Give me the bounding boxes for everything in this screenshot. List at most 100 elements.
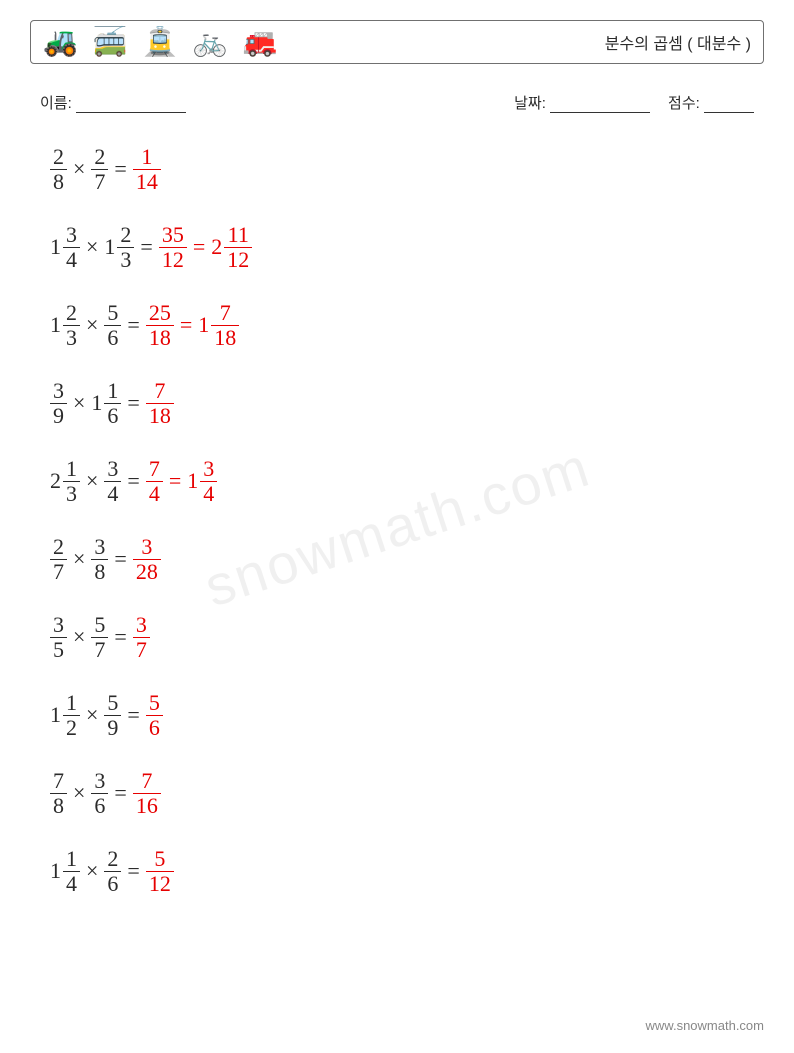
numerator: 1 bbox=[63, 692, 80, 715]
numerator: 3 bbox=[63, 224, 80, 247]
equals-sign: = bbox=[127, 858, 139, 884]
denominator: 7 bbox=[133, 637, 150, 661]
fraction: 57 bbox=[91, 614, 108, 661]
fraction-part: 59 bbox=[104, 692, 121, 739]
whole-part: 1 bbox=[50, 702, 61, 728]
fraction-part: 12 bbox=[63, 692, 80, 739]
numerator: 5 bbox=[104, 302, 121, 325]
numerator: 3 bbox=[104, 458, 121, 481]
fraction: 37 bbox=[133, 614, 150, 661]
denominator: 3 bbox=[117, 247, 134, 271]
fraction: 716 bbox=[133, 770, 161, 817]
denominator: 5 bbox=[50, 637, 67, 661]
fraction-part: 34 bbox=[200, 458, 217, 505]
fraction: 78 bbox=[50, 770, 67, 817]
fraction-part: 36 bbox=[91, 770, 108, 817]
whole-part: 1 bbox=[198, 312, 209, 338]
times-sign: × bbox=[86, 468, 98, 494]
fraction-part: 718 bbox=[146, 380, 174, 427]
numerator: 3 bbox=[50, 380, 67, 403]
numerator: 25 bbox=[146, 302, 174, 325]
fraction: 112 bbox=[50, 692, 80, 739]
fraction: 56 bbox=[146, 692, 163, 739]
fraction: 26 bbox=[104, 848, 121, 895]
fraction-part: 16 bbox=[104, 380, 121, 427]
numerator: 2 bbox=[91, 146, 108, 169]
numerator: 3 bbox=[200, 458, 217, 481]
fraction: 1718 bbox=[198, 302, 239, 349]
problem-row: 78×36=716 bbox=[50, 754, 252, 832]
denominator: 4 bbox=[104, 481, 121, 505]
numerator: 5 bbox=[146, 692, 163, 715]
problem-row: 123×56=2518=1718 bbox=[50, 286, 252, 364]
numerator: 7 bbox=[146, 458, 163, 481]
equals-sign: = bbox=[114, 546, 126, 572]
denominator: 8 bbox=[50, 169, 67, 193]
fraction-part: 34 bbox=[104, 458, 121, 505]
problem-row: 213×34=74=134 bbox=[50, 442, 252, 520]
numerator: 1 bbox=[63, 848, 80, 871]
fraction: 114 bbox=[50, 848, 80, 895]
problem-row: 39×116=718 bbox=[50, 364, 252, 442]
denominator: 8 bbox=[91, 559, 108, 583]
fraction: 134 bbox=[187, 458, 217, 505]
numerator: 7 bbox=[151, 380, 168, 403]
denominator: 6 bbox=[91, 793, 108, 817]
whole-part: 2 bbox=[50, 468, 61, 494]
fraction: 27 bbox=[50, 536, 67, 583]
denominator: 7 bbox=[50, 559, 67, 583]
equals-sign: = bbox=[114, 156, 126, 182]
times-sign: × bbox=[73, 780, 85, 806]
fraction-part: 716 bbox=[133, 770, 161, 817]
problem-row: 28×27=114 bbox=[50, 130, 252, 208]
whole-part: 1 bbox=[50, 234, 61, 260]
fraction: 36 bbox=[91, 770, 108, 817]
denominator: 9 bbox=[50, 403, 67, 427]
score-blank[interactable] bbox=[704, 112, 754, 113]
whole-part: 2 bbox=[211, 234, 222, 260]
fraction: 718 bbox=[146, 380, 174, 427]
fraction: 114 bbox=[133, 146, 161, 193]
fraction: 2518 bbox=[146, 302, 174, 349]
fraction-part: 14 bbox=[63, 848, 80, 895]
denominator: 12 bbox=[224, 247, 252, 271]
denominator: 7 bbox=[91, 169, 108, 193]
problem-row: 134×123=3512=21112 bbox=[50, 208, 252, 286]
name-blank[interactable] bbox=[76, 112, 186, 113]
fraction-part: 3512 bbox=[159, 224, 187, 271]
times-sign: × bbox=[86, 858, 98, 884]
times-sign: × bbox=[86, 234, 98, 260]
equals-sign: = bbox=[127, 312, 139, 338]
numerator: 3 bbox=[133, 614, 150, 637]
fraction: 3512 bbox=[159, 224, 187, 271]
fraction: 116 bbox=[91, 380, 121, 427]
fraction-part: 56 bbox=[104, 302, 121, 349]
problem-row: 35×57=37 bbox=[50, 598, 252, 676]
fraction-part: 2518 bbox=[146, 302, 174, 349]
name-label: 이름: bbox=[40, 95, 72, 112]
numerator: 5 bbox=[104, 692, 121, 715]
fraction-part: 78 bbox=[50, 770, 67, 817]
denominator: 6 bbox=[104, 871, 121, 895]
date-blank[interactable] bbox=[550, 112, 650, 113]
fraction-part: 328 bbox=[133, 536, 161, 583]
numerator: 3 bbox=[91, 770, 108, 793]
denominator: 9 bbox=[104, 715, 121, 739]
numerator: 7 bbox=[50, 770, 67, 793]
numerator: 5 bbox=[91, 614, 108, 637]
denominator: 12 bbox=[146, 871, 174, 895]
problems-container: 28×27=114134×123=3512=21112123×56=2518=1… bbox=[50, 130, 252, 910]
header-box: 🚜 🚎 🚊 🚲 🚒 분수의 곱셈 ( 대분수 ) bbox=[30, 20, 764, 64]
equals-sign: = bbox=[127, 468, 139, 494]
fraction-part: 37 bbox=[133, 614, 150, 661]
times-sign: × bbox=[73, 156, 85, 182]
whole-part: 1 bbox=[187, 468, 198, 494]
times-sign: × bbox=[73, 546, 85, 572]
denominator: 28 bbox=[133, 559, 161, 583]
numerator: 3 bbox=[50, 614, 67, 637]
denominator: 3 bbox=[63, 481, 80, 505]
numerator: 1 bbox=[63, 458, 80, 481]
numerator: 7 bbox=[217, 302, 234, 325]
fraction: 59 bbox=[104, 692, 121, 739]
fraction-part: 718 bbox=[211, 302, 239, 349]
